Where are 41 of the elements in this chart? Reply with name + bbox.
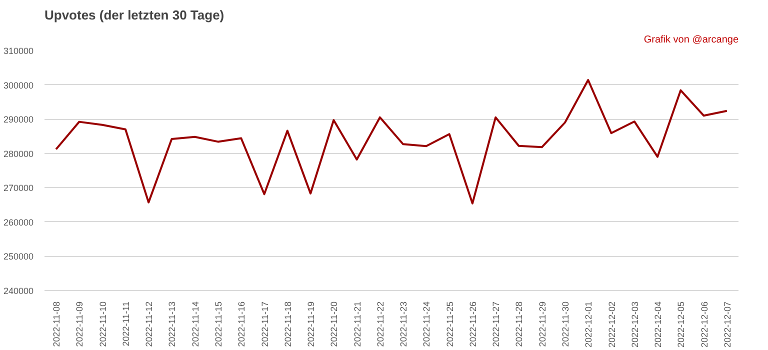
x-tick-label: 2022-11-29: [537, 301, 548, 347]
x-tick-label: 2022-11-24: [422, 301, 432, 347]
x-tick-label: 2022-12-03: [630, 301, 640, 348]
x-tick-label: 2022-11-10: [98, 301, 108, 347]
y-tick-label: 250000: [3, 252, 34, 262]
x-tick-label: 2022-12-02: [606, 301, 617, 348]
x-tick-label: 2022-11-16: [236, 301, 247, 347]
y-tick-label: 300000: [3, 80, 34, 90]
y-tick-label: 270000: [3, 183, 34, 194]
x-tick-label: 2022-12-04: [653, 301, 664, 348]
x-tick-label: 2022-11-17: [260, 301, 270, 347]
x-tick-label: 2022-11-27: [491, 301, 502, 347]
x-tick-label: 2022-11-14: [190, 301, 200, 347]
x-tick-label: 2022-11-18: [282, 301, 293, 347]
line-series: [55, 78, 728, 204]
x-tick-label: 2022-11-15: [214, 301, 224, 347]
x-tick-label: 2022-12-05: [676, 301, 686, 348]
x-tick-label: 2022-12-01: [584, 301, 594, 348]
text: Grafik von @arcange: [644, 34, 739, 46]
chart-title: Upvotes (der letzten 30 Tage): [44, 8, 224, 22]
x-tick-label: 2022-11-26: [468, 301, 478, 347]
x-tick-label: 2022-11-12: [144, 301, 154, 347]
x-tick-label: 2022-11-23: [398, 301, 409, 347]
x-tick-label: 2022-11-28: [514, 301, 524, 347]
x-tick-label: 2022-11-13: [167, 301, 178, 347]
y-tick-label: 290000: [3, 114, 34, 125]
x-tick-label: 2022-11-22: [375, 301, 386, 347]
y-tick-label: 240000: [3, 286, 34, 296]
x-tick-label: 2022-11-19: [306, 301, 316, 347]
x-tick-label: 2022-11-09: [74, 301, 85, 347]
x-tick-label: 2022-11-25: [444, 301, 455, 347]
x-tick-label: 2022-11-11: [120, 302, 131, 346]
x-tick-label: 2022-12-06: [699, 301, 710, 348]
y-tick-label: 260000: [3, 217, 34, 228]
x-tick-label: 2022-11-21: [352, 301, 362, 347]
x-tick-label: 2022-11-20: [329, 301, 340, 347]
y-tick-label: 310000: [3, 46, 34, 56]
x-tick-label: 2022-11-30: [560, 301, 570, 347]
x-tick-label: 2022-11-08: [52, 301, 62, 347]
y-tick-label: 280000: [3, 148, 34, 159]
x-tick-label: 2022-12-07: [722, 301, 732, 348]
